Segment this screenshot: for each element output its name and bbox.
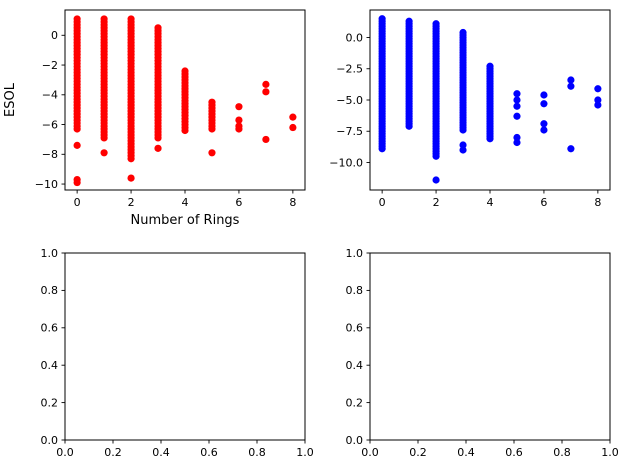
- data-point: [235, 103, 243, 111]
- axes-frame: [64, 252, 306, 441]
- x-tick-label: 0.0: [361, 446, 379, 459]
- y-tick-label: 0.0: [346, 434, 364, 447]
- y-tick-label: 0.0: [41, 434, 59, 447]
- axes-frame: [369, 252, 611, 441]
- data-point: [540, 91, 548, 99]
- data-point: [262, 80, 270, 88]
- data-point: [73, 178, 81, 187]
- y-tick-label: 0.2: [346, 396, 364, 409]
- data-point: [513, 138, 521, 147]
- data-point: [513, 133, 521, 142]
- y-tick-label: 1.0: [41, 247, 59, 260]
- data-point: [459, 146, 467, 154]
- data-point: [459, 126, 467, 134]
- y-tick-label: −4: [42, 89, 58, 102]
- data-point: [513, 96, 521, 104]
- x-tick-label: 2: [433, 196, 440, 209]
- data-point: [567, 76, 575, 84]
- data-point: [540, 100, 548, 108]
- data-point: [594, 101, 602, 109]
- data-point: [208, 149, 216, 157]
- x-tick-label: 0.6: [505, 446, 523, 459]
- x-tick-label: 0.8: [248, 446, 266, 459]
- data-point: [262, 135, 270, 144]
- x-tick-label: 0.6: [200, 446, 218, 459]
- data-point: [181, 126, 189, 135]
- x-tick-label: 0.0: [56, 446, 74, 459]
- data-point: [100, 134, 108, 142]
- data-point: [594, 85, 602, 93]
- data-point: [208, 125, 216, 133]
- data-point: [432, 176, 440, 184]
- x-tick-label: 0.8: [553, 446, 571, 459]
- y-tick-label: 0.4: [346, 359, 364, 372]
- data-point: [378, 145, 386, 153]
- y-tick-label: 0.0: [346, 31, 364, 44]
- data-point: [513, 102, 521, 110]
- data-point: [289, 123, 297, 132]
- subplot-bottom-left: 0.0 0.2 0.4 0.6 0.8 1.0 0.0 0.2 0.4 0.6 0.8 1.0: [41, 247, 314, 459]
- x-tick-label: 0.4: [152, 446, 170, 459]
- data-point: [567, 82, 575, 90]
- y-tick-label: −2: [42, 59, 58, 72]
- subplot-top-right: 0 2 4 6 8 0.0 −2.5 −5.0 −7.5 −10.0: [329, 9, 611, 209]
- y-axis-label: ESOL: [3, 82, 18, 117]
- x-tick-label: 1.0: [601, 446, 619, 459]
- data-point: [154, 144, 162, 152]
- subplot-top-left: 0 2 4 6 8 0 −2 −4 −6 −8 −10 Number of Rings ESOL: [3, 9, 306, 228]
- x-tick-label: 6: [540, 196, 547, 209]
- y-tick-label: 0.6: [41, 322, 59, 335]
- data-point: [405, 122, 413, 130]
- x-tick-label: 0.2: [409, 446, 427, 459]
- data-point: [262, 88, 270, 96]
- y-tick-label: −6: [42, 118, 58, 131]
- data-point: [100, 149, 108, 157]
- y-tick-label: 0.4: [41, 359, 59, 372]
- y-tick-label: −5.0: [336, 94, 363, 107]
- x-tick-label: 4: [182, 196, 189, 209]
- data-point: [154, 134, 162, 142]
- data-point: [540, 126, 548, 134]
- y-tick-label: 0: [51, 29, 58, 42]
- y-tick-label: −10.0: [329, 156, 363, 169]
- data-point: [235, 116, 243, 124]
- data-point: [432, 152, 440, 160]
- y-tick-label: 0.6: [346, 322, 364, 335]
- data-point: [73, 141, 81, 149]
- y-tick-label: 1.0: [346, 247, 364, 260]
- data-point: [127, 155, 135, 163]
- x-tick-label: 0: [74, 196, 81, 209]
- x-tick-label: 8: [289, 196, 296, 209]
- y-tick-label: 0.8: [346, 284, 364, 297]
- y-tick-label: −2.5: [336, 63, 363, 76]
- data-point: [513, 112, 521, 120]
- subplot-bottom-right: 0.0 0.2 0.4 0.6 0.8 1.0 0.0 0.2 0.4 0.6 0.8 1.0: [346, 247, 619, 459]
- y-tick-label: −7.5: [336, 125, 363, 138]
- data-point: [540, 120, 548, 128]
- x-tick-label: 0.4: [457, 446, 475, 459]
- y-tick-label: 0.8: [41, 284, 59, 297]
- x-tick-label: 0: [379, 196, 386, 209]
- data-point: [289, 113, 297, 121]
- data-point: [459, 141, 467, 149]
- x-tick-label: 4: [487, 196, 494, 209]
- y-tick-label: 0.2: [41, 396, 59, 409]
- x-tick-label: 0.2: [104, 446, 122, 459]
- y-tick-label: −10: [35, 178, 58, 191]
- data-point: [567, 145, 575, 153]
- data-point: [486, 135, 494, 143]
- data-point: [73, 125, 81, 133]
- data-point: [513, 90, 521, 98]
- y-tick-label: −8: [42, 148, 58, 161]
- x-tick-label: 1.0: [296, 446, 314, 459]
- x-axis-label: Number of Rings: [131, 213, 240, 228]
- data-point: [127, 174, 135, 182]
- x-tick-label: 6: [235, 196, 242, 209]
- data-point: [235, 125, 243, 133]
- x-tick-label: 2: [128, 196, 135, 209]
- x-tick-label: 8: [594, 196, 601, 209]
- data-point: [594, 96, 602, 104]
